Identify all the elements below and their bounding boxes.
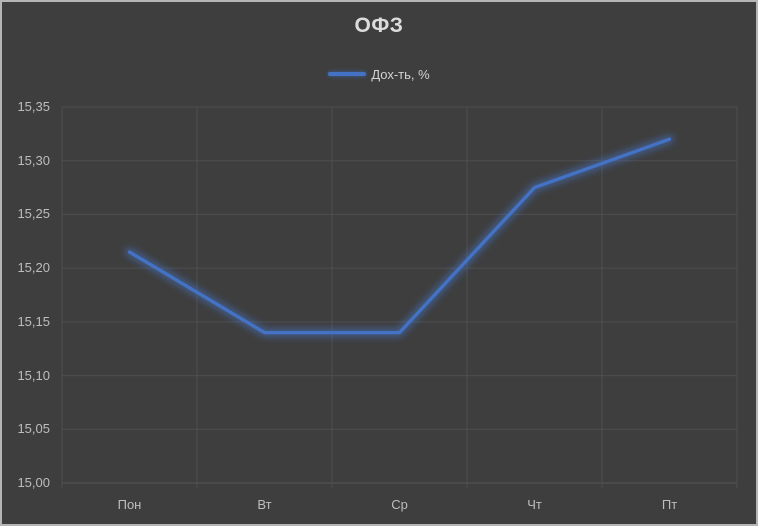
y-axis-tick-label: 15,35 (17, 99, 50, 114)
legend-line-marker-icon (328, 72, 367, 76)
x-axis-tick-label: Вт (257, 497, 272, 512)
y-axis-tick-label: 15,15 (17, 313, 50, 329)
x-axis-tick-label: Чт (527, 497, 542, 512)
legend-series-label: Дох-ть, % (371, 66, 430, 82)
chart-title[interactable]: ОФЗ (354, 14, 404, 37)
series-line[interactable] (127, 137, 672, 335)
y-axis-tick-label: 15,25 (17, 206, 50, 222)
legend[interactable]: Дох-ть, % (0, 64, 758, 84)
x-axis-tick-label: Пт (661, 497, 678, 512)
y-axis-tick-label: 15,10 (17, 367, 50, 383)
y-axis-tick-label: 15,05 (17, 421, 50, 437)
y-axis-tick-label: 15,00 (17, 475, 50, 490)
y-axis-tick-label: 15,30 (17, 152, 50, 168)
x-axis-tick-label: Пон (117, 497, 142, 512)
y-axis-tick-label: 15,20 (17, 260, 50, 276)
x-axis-tick-label: Ср (391, 497, 408, 512)
